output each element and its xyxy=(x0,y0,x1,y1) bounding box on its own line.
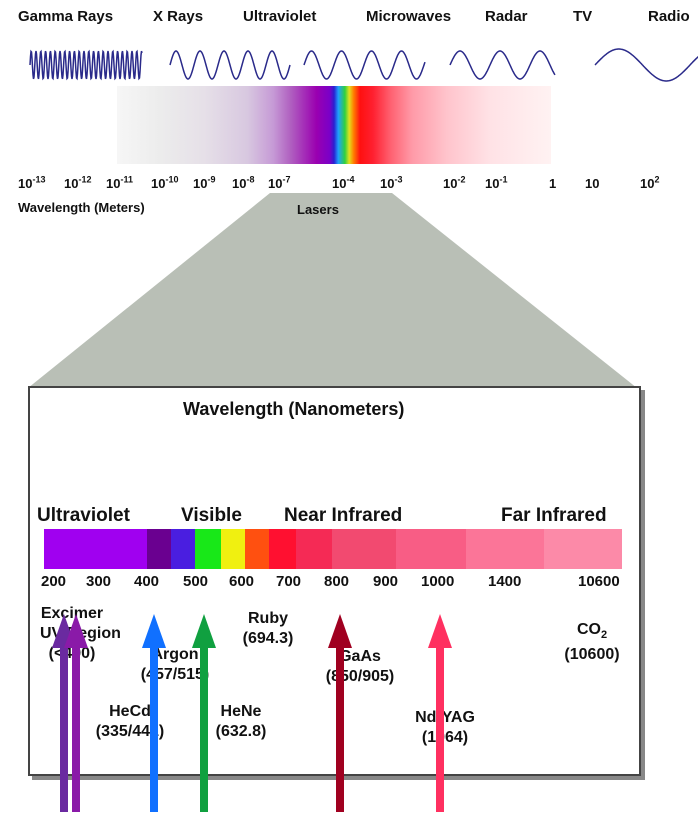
spectrum-segment xyxy=(245,529,269,569)
meter-tick: 1 xyxy=(549,176,557,191)
band-tv: TV xyxy=(573,8,593,25)
meter-tick: 10-2 xyxy=(443,174,466,191)
spectrum-segment xyxy=(171,529,195,569)
meter-tick: 10-1 xyxy=(485,174,508,191)
spectrum-segment xyxy=(332,529,396,569)
laser-arrowhead xyxy=(64,614,88,648)
wave-illustration xyxy=(29,48,698,82)
region-far-infrared: Far Infrared xyxy=(501,505,607,526)
meter-tick: 10 xyxy=(585,176,600,191)
nm-tick: 300 xyxy=(86,573,112,590)
nm-tick: 900 xyxy=(373,573,399,590)
nanometer-spectrum-bar xyxy=(44,529,622,569)
nanometer-detail-panel xyxy=(28,386,641,776)
gamma-wave xyxy=(29,49,143,81)
laser-ruby: Ruby (694.3) xyxy=(242,610,294,647)
meter-tick: 10-8 xyxy=(232,174,255,191)
spectrum-segment xyxy=(544,529,622,569)
laser-hecd: HeCd (335/441) xyxy=(95,703,165,740)
spectrum-segment xyxy=(221,529,245,569)
radio-wave xyxy=(594,48,698,82)
nm-tick: 800 xyxy=(324,573,350,590)
lasers-label: Lasers xyxy=(297,202,339,217)
spectrum-segment xyxy=(269,529,296,569)
xray-wave xyxy=(169,50,291,80)
band-microwaves: Microwaves xyxy=(366,8,452,25)
nm-tick: 400 xyxy=(134,573,160,590)
em-spectrum-bar xyxy=(117,86,551,164)
laser-hene: HeNe (632.8) xyxy=(215,703,267,740)
nm-tick: 10600 xyxy=(578,573,620,590)
region-ultraviolet: Ultraviolet xyxy=(37,505,130,526)
meter-tick: 10-9 xyxy=(193,174,216,191)
spectrum-segment xyxy=(466,529,544,569)
meter-tick: 10-4 xyxy=(332,174,355,191)
meter-tick: 10-10 xyxy=(151,174,179,191)
meter-tick: 10-7 xyxy=(268,174,291,191)
spectrum-segment xyxy=(296,529,332,569)
axis-label-meters: Wavelength (Meters) xyxy=(18,200,145,215)
region-visible: Visible xyxy=(181,505,242,526)
band-x-rays: X Rays xyxy=(153,8,204,25)
meter-tick: 10-12 xyxy=(64,174,92,191)
detail-title: Wavelength (Nanometers) xyxy=(183,399,405,419)
laser-arrowhead xyxy=(428,614,452,648)
nm-tick: 600 xyxy=(229,573,255,590)
nm-tick: 1400 xyxy=(488,573,522,590)
region-near-infrared: Near Infrared xyxy=(284,505,403,526)
nm-tick: 1000 xyxy=(421,573,455,590)
laser-nd-yag: Nd:YAG (1064) xyxy=(415,709,475,746)
band-gamma-rays: Gamma Rays xyxy=(18,8,114,25)
meter-tick: 10-11 xyxy=(106,174,133,191)
band-radar: Radar xyxy=(485,8,528,25)
spectrum-segment xyxy=(147,529,171,569)
band-ultraviolet: Ultraviolet xyxy=(243,8,317,25)
meter-tick: 102 xyxy=(640,174,660,191)
laser-arrowhead xyxy=(328,614,352,648)
nm-tick: 500 xyxy=(183,573,209,590)
microwave-wave xyxy=(449,50,556,80)
nm-tick: 200 xyxy=(41,573,67,590)
laser-arrowhead xyxy=(192,614,216,648)
spectrum-segment xyxy=(396,529,466,569)
spectrum-segment xyxy=(44,529,147,569)
nm-tick: 700 xyxy=(276,573,302,590)
spectrum-segment xyxy=(195,529,221,569)
laser-co2: CO2 (10600) xyxy=(564,621,620,664)
meter-tick: 10-3 xyxy=(380,174,403,191)
band-radio: Radio xyxy=(648,8,690,25)
meter-tick: 10-13 xyxy=(18,174,46,191)
ultraviolet-wave xyxy=(303,50,426,80)
laser-arrowhead xyxy=(142,614,166,648)
